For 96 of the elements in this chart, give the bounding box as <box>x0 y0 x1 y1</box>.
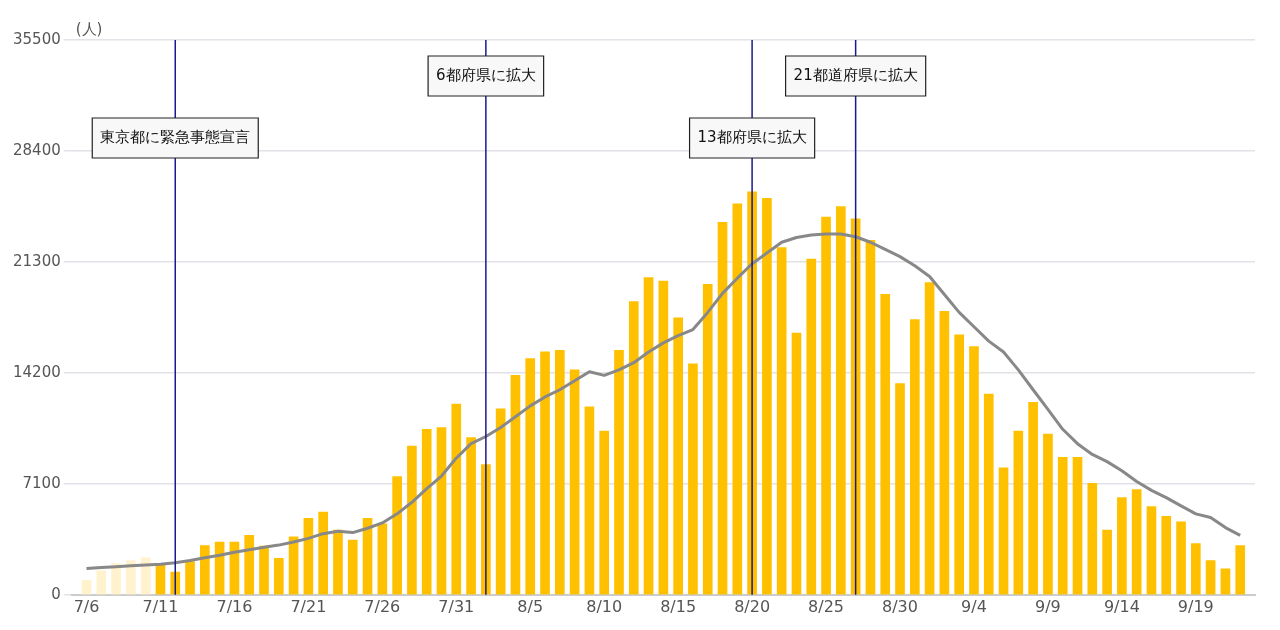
bar <box>1146 506 1157 595</box>
bar <box>1013 430 1024 595</box>
x-tick-label: 7/21 <box>290 596 327 616</box>
x-tick-label: 7/26 <box>364 596 401 616</box>
x-tick-label: 7/11 <box>142 596 179 616</box>
bar <box>347 539 358 595</box>
bar <box>407 445 417 595</box>
ref-line-label: 6都府県に拡大 <box>436 65 536 84</box>
ref-line-label: 東京都に緊急事態宣言 <box>100 127 251 146</box>
bar <box>1161 516 1172 595</box>
y-axis-title: (人) <box>75 20 103 39</box>
bar <box>466 437 476 595</box>
bar <box>717 222 728 595</box>
bar <box>983 393 994 595</box>
bar <box>451 403 462 595</box>
y-tick-label: 0 <box>51 584 61 603</box>
bar <box>1176 521 1186 595</box>
x-tick-label: 8/15 <box>660 596 697 616</box>
bar <box>865 240 876 595</box>
x-tick-label: 7/31 <box>438 596 475 616</box>
x-tick-label: 8/25 <box>808 596 845 616</box>
y-tick-label: 35500 <box>13 29 61 48</box>
bar <box>126 560 136 595</box>
x-tick-label: 9/4 <box>961 596 987 616</box>
bar <box>1028 401 1038 595</box>
bar <box>318 511 328 595</box>
bar <box>658 280 669 595</box>
bar <box>776 247 787 595</box>
bar <box>540 351 550 595</box>
bar <box>1102 529 1112 595</box>
bar <box>1072 457 1083 595</box>
bar <box>1191 543 1201 595</box>
x-tick-label: 9/9 <box>1035 596 1061 616</box>
bar <box>185 561 195 595</box>
bar <box>510 375 521 595</box>
bar <box>614 349 624 595</box>
bar <box>628 301 639 595</box>
bar <box>821 216 831 595</box>
bar <box>392 476 402 595</box>
bar <box>702 283 713 595</box>
bar <box>421 428 432 595</box>
bar <box>525 358 536 595</box>
bar <box>673 317 683 595</box>
bar <box>140 557 151 595</box>
bar <box>81 580 92 595</box>
bar <box>643 277 654 595</box>
y-tick-label: 28400 <box>13 140 61 159</box>
x-tick-label: 7/16 <box>216 596 253 616</box>
x-tick-label: 8/10 <box>586 596 623 616</box>
bar <box>259 545 269 595</box>
y-tick-label: 21300 <box>13 251 61 270</box>
bar <box>895 383 905 595</box>
bar <box>1205 560 1216 595</box>
x-tick-label: 7/6 <box>73 596 100 616</box>
x-tick-label: 9/14 <box>1103 596 1140 616</box>
bar <box>111 563 121 595</box>
y-tick-label: 7100 <box>22 473 61 492</box>
x-tick-label: 8/20 <box>734 596 771 616</box>
bar <box>554 349 565 595</box>
bar <box>436 427 447 595</box>
bar <box>732 203 743 595</box>
bar <box>791 332 802 595</box>
bar <box>1220 568 1231 595</box>
bar <box>1043 433 1053 595</box>
bar <box>688 363 698 595</box>
x-tick-label: 8/30 <box>882 596 918 616</box>
bar <box>806 258 817 595</box>
bar <box>836 206 846 595</box>
bar <box>909 319 920 595</box>
bar <box>954 334 965 595</box>
ref-line-label: 21都道府県に拡大 <box>793 65 918 84</box>
bar <box>495 408 506 595</box>
ref-line-label: 13都府県に拡大 <box>697 127 807 146</box>
bar <box>1131 489 1142 595</box>
bar <box>924 282 935 595</box>
bar <box>1117 497 1127 595</box>
bar <box>939 310 950 595</box>
bar <box>969 346 979 595</box>
x-tick-label: 8/5 <box>517 596 544 616</box>
bar <box>96 570 107 595</box>
bar <box>1087 482 1098 595</box>
bar <box>569 369 580 595</box>
bar <box>998 467 1009 595</box>
bar <box>377 523 388 595</box>
bar <box>244 535 255 595</box>
bar <box>880 294 891 595</box>
bar <box>1235 545 1246 595</box>
bar <box>599 430 610 595</box>
bar <box>273 558 284 595</box>
bar <box>170 571 181 595</box>
bar <box>762 197 772 595</box>
x-tick-label: 9/19 <box>1177 596 1214 616</box>
bar <box>1057 457 1068 595</box>
bar <box>200 545 210 595</box>
bar <box>584 406 595 595</box>
y-tick-label: 14200 <box>13 362 61 381</box>
